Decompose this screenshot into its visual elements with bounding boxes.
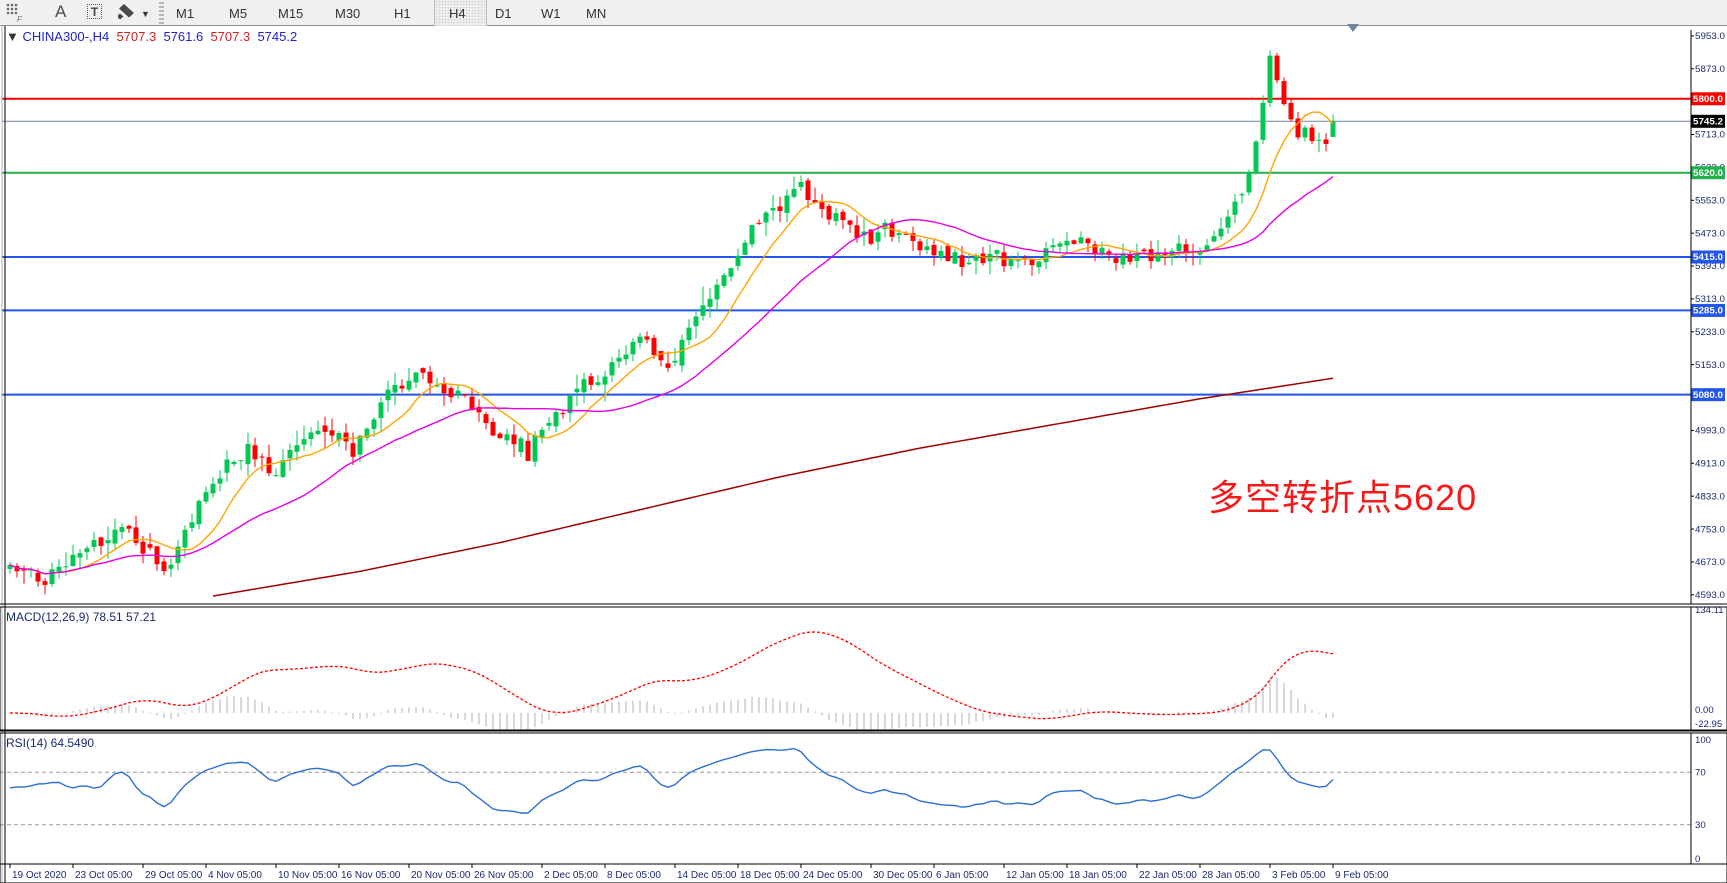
svg-text:5800.0: 5800.0 — [1693, 94, 1723, 105]
svg-text:8 Dec 05:00: 8 Dec 05:00 — [607, 870, 661, 881]
svg-text:100: 100 — [1695, 735, 1711, 746]
svg-text:4993.0: 4993.0 — [1695, 426, 1725, 437]
svg-text:5153.0: 5153.0 — [1695, 360, 1725, 371]
svg-text:28 Jan 05:00: 28 Jan 05:00 — [1202, 870, 1260, 881]
svg-text:5953.0: 5953.0 — [1695, 31, 1725, 42]
svg-text:70: 70 — [1695, 768, 1706, 779]
svg-text:18 Dec 05:00: 18 Dec 05:00 — [740, 870, 800, 881]
svg-text:4593.0: 4593.0 — [1695, 590, 1725, 601]
svg-text:6 Jan 05:00: 6 Jan 05:00 — [936, 870, 989, 881]
svg-text:5285.0: 5285.0 — [1693, 306, 1723, 317]
svg-text:5745.2: 5745.2 — [1693, 116, 1723, 127]
svg-text:5233.0: 5233.0 — [1695, 327, 1725, 338]
svg-text:5473.0: 5473.0 — [1695, 228, 1725, 239]
svg-text:5080.0: 5080.0 — [1693, 390, 1723, 401]
svg-text:14 Dec 05:00: 14 Dec 05:00 — [677, 870, 737, 881]
svg-text:24 Dec 05:00: 24 Dec 05:00 — [803, 870, 863, 881]
svg-text:4673.0: 4673.0 — [1695, 557, 1725, 568]
svg-text:30: 30 — [1695, 820, 1706, 831]
svg-text:4 Nov 05:00: 4 Nov 05:00 — [208, 870, 262, 881]
svg-text:26 Nov 05:00: 26 Nov 05:00 — [474, 870, 534, 881]
svg-text:22 Jan 05:00: 22 Jan 05:00 — [1139, 870, 1197, 881]
svg-text:RSI(14) 64.5490: RSI(14) 64.5490 — [6, 736, 94, 750]
svg-text:5713.0: 5713.0 — [1695, 130, 1725, 141]
svg-text:MACD(12,26,9) 78.51 57.21: MACD(12,26,9) 78.51 57.21 — [6, 610, 156, 624]
svg-text:18 Jan 05:00: 18 Jan 05:00 — [1069, 870, 1127, 881]
svg-text:19 Oct 2020: 19 Oct 2020 — [12, 870, 67, 881]
svg-text:5553.0: 5553.0 — [1695, 195, 1725, 206]
svg-text:5415.0: 5415.0 — [1693, 252, 1723, 263]
svg-text:0.00: 0.00 — [1695, 705, 1714, 716]
svg-text:16 Nov 05:00: 16 Nov 05:00 — [341, 870, 401, 881]
svg-text:4753.0: 4753.0 — [1695, 524, 1725, 535]
svg-text:9 Feb 05:00: 9 Feb 05:00 — [1335, 870, 1389, 881]
svg-text:-22.95: -22.95 — [1695, 719, 1722, 730]
svg-text:5313.0: 5313.0 — [1695, 294, 1725, 305]
svg-text:4913.0: 4913.0 — [1695, 458, 1725, 469]
svg-text:30 Dec 05:00: 30 Dec 05:00 — [873, 870, 933, 881]
svg-text:10 Nov 05:00: 10 Nov 05:00 — [278, 870, 338, 881]
svg-text:2 Dec 05:00: 2 Dec 05:00 — [544, 870, 598, 881]
svg-text:134.11: 134.11 — [1695, 605, 1724, 616]
svg-text:4833.0: 4833.0 — [1695, 491, 1725, 502]
svg-text:20 Nov 05:00: 20 Nov 05:00 — [411, 870, 471, 881]
svg-text:5873.0: 5873.0 — [1695, 64, 1725, 75]
svg-text:12 Jan 05:00: 12 Jan 05:00 — [1006, 870, 1064, 881]
svg-text:3 Feb 05:00: 3 Feb 05:00 — [1272, 870, 1326, 881]
svg-text:23 Oct 05:00: 23 Oct 05:00 — [75, 870, 133, 881]
svg-text:5620.0: 5620.0 — [1693, 168, 1723, 179]
svg-text:29 Oct 05:00: 29 Oct 05:00 — [145, 870, 203, 881]
svg-text:0: 0 — [1695, 854, 1700, 865]
